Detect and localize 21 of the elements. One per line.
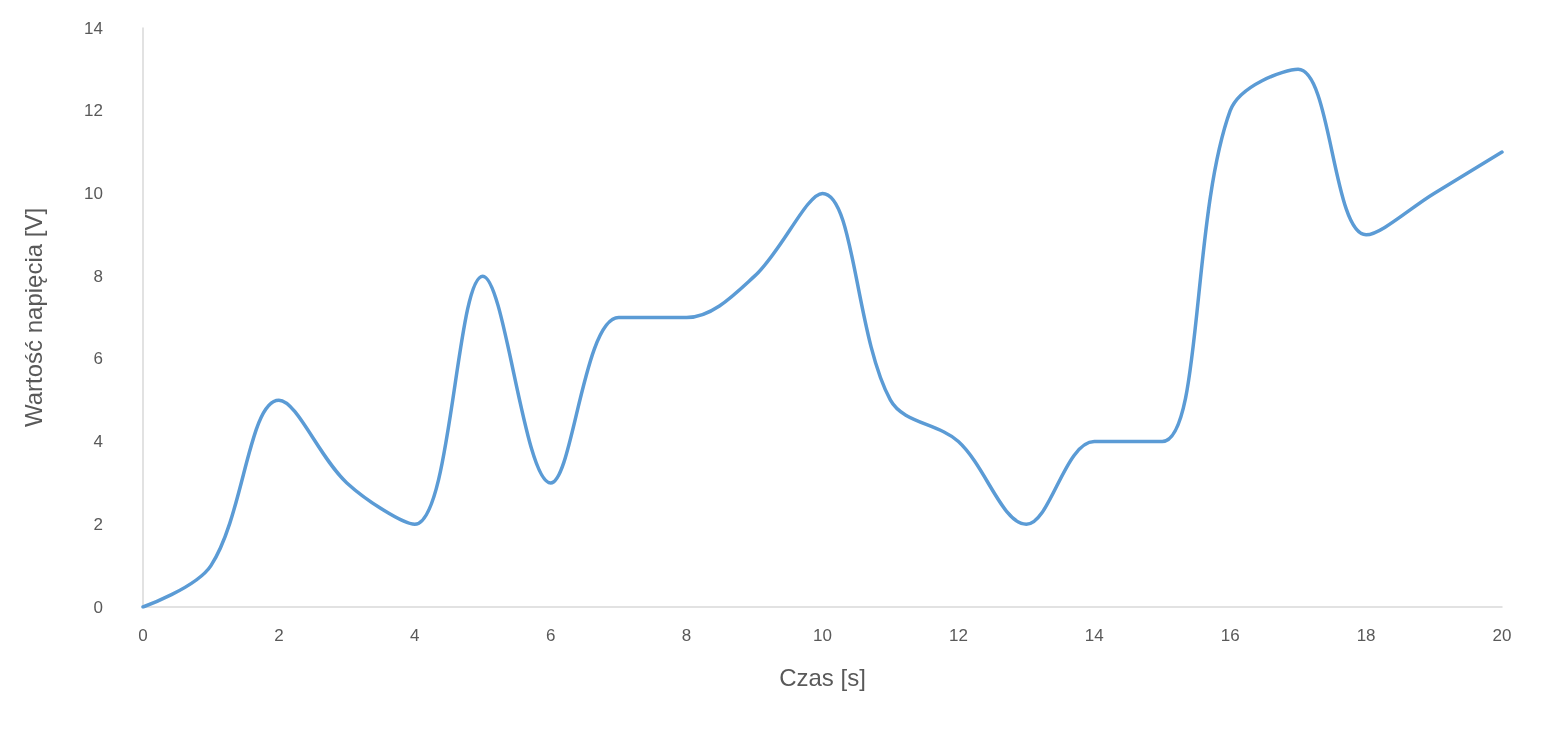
x-tick-label: 12 [948,626,968,645]
x-tick-label: 14 [1084,626,1104,645]
y-tick-label: 10 [84,183,103,203]
x-axis-title: Czas [s] [779,663,866,691]
x-tick-label: 18 [1356,626,1376,645]
x-tick-label: 10 [813,626,832,645]
y-axis-title: Wartość napięcia [V] [19,207,47,428]
y-tick-label: 0 [93,597,103,617]
x-tick-label: 4 [410,626,420,645]
x-tick-label: 20 [1492,626,1512,645]
x-tick-label: 2 [274,626,284,645]
y-tick-label: 4 [93,432,103,452]
y-tick-label: 2 [93,514,103,534]
x-tick-label: 0 [138,626,148,645]
y-tick-label: 6 [93,349,103,369]
x-tick-label: 16 [1220,626,1240,645]
x-tick-label: 6 [545,626,556,645]
x-tick-label: 8 [681,626,692,645]
y-tick-label: 14 [84,18,103,38]
y-tick-label: 8 [93,266,103,286]
y-tick-label: 12 [84,101,103,121]
